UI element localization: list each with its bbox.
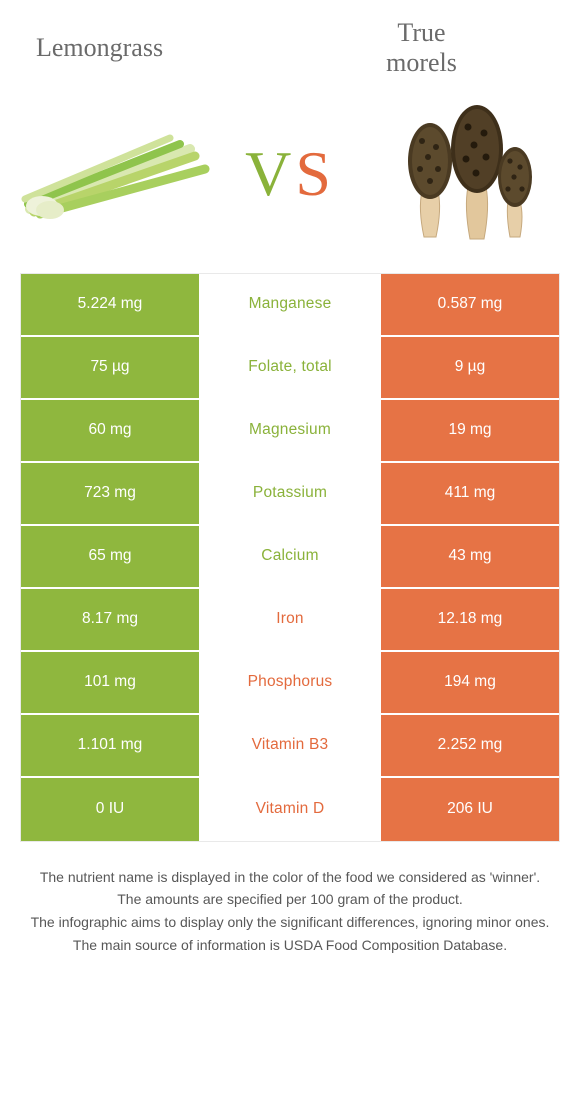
header: Lemongrass True morels [0,0,580,88]
vs-label: VS [245,137,335,211]
footer-line-1: The nutrient name is displayed in the co… [20,868,560,888]
vs-s: S [295,138,335,209]
nutrient-label: Calcium [201,526,379,587]
nutrient-row: 1.101 mgVitamin B32.252 mg [21,715,559,778]
nutrient-value-left: 65 mg [21,526,201,587]
food-title-left: Lemongrass [30,33,293,63]
footer-line-2: The amounts are specified per 100 gram o… [20,890,560,910]
hero: VS [0,88,580,273]
nutrient-row: 0 IUVitamin D206 IU [21,778,559,841]
nutrient-value-left: 60 mg [21,400,201,461]
footer-notes: The nutrient name is displayed in the co… [20,868,560,955]
nutrient-value-left: 8.17 mg [21,589,201,650]
nutrient-value-left: 723 mg [21,463,201,524]
food-title-right: True morels [293,18,550,78]
nutrient-value-right: 43 mg [379,526,559,587]
nutrient-value-left: 101 mg [21,652,201,713]
nutrient-value-right: 9 µg [379,337,559,398]
nutrient-row: 75 µgFolate, total9 µg [21,337,559,400]
nutrient-row: 65 mgCalcium43 mg [21,526,559,589]
nutrient-label: Folate, total [201,337,379,398]
nutrient-label: Manganese [201,274,379,335]
nutrient-value-right: 0.587 mg [379,274,559,335]
nutrient-label: Iron [201,589,379,650]
nutrient-value-right: 12.18 mg [379,589,559,650]
nutrient-value-right: 19 mg [379,400,559,461]
nutrient-value-right: 2.252 mg [379,715,559,776]
nutrient-row: 723 mgPotassium411 mg [21,463,559,526]
nutrient-value-left: 1.101 mg [21,715,201,776]
nutrient-value-left: 75 µg [21,337,201,398]
nutrient-label: Vitamin D [201,778,379,841]
nutrient-value-left: 5.224 mg [21,274,201,335]
nutrient-label: Vitamin B3 [201,715,379,776]
nutrient-value-left: 0 IU [21,778,201,841]
nutrient-row: 60 mgMagnesium19 mg [21,400,559,463]
nutrient-table: 5.224 mgManganese0.587 mg75 µgFolate, to… [20,273,560,842]
nutrient-row: 101 mgPhosphorus194 mg [21,652,559,715]
footer-line-4: The main source of information is USDA F… [20,936,560,956]
footer-line-3: The infographic aims to display only the… [20,913,560,933]
nutrient-value-right: 194 mg [379,652,559,713]
nutrient-label: Magnesium [201,400,379,461]
nutrient-label: Phosphorus [201,652,379,713]
morels-image [360,104,560,244]
lemongrass-image [20,104,220,244]
nutrient-row: 5.224 mgManganese0.587 mg [21,274,559,337]
nutrient-value-right: 206 IU [379,778,559,841]
vs-v: V [245,138,295,209]
nutrient-row: 8.17 mgIron12.18 mg [21,589,559,652]
nutrient-label: Potassium [201,463,379,524]
nutrient-value-right: 411 mg [379,463,559,524]
